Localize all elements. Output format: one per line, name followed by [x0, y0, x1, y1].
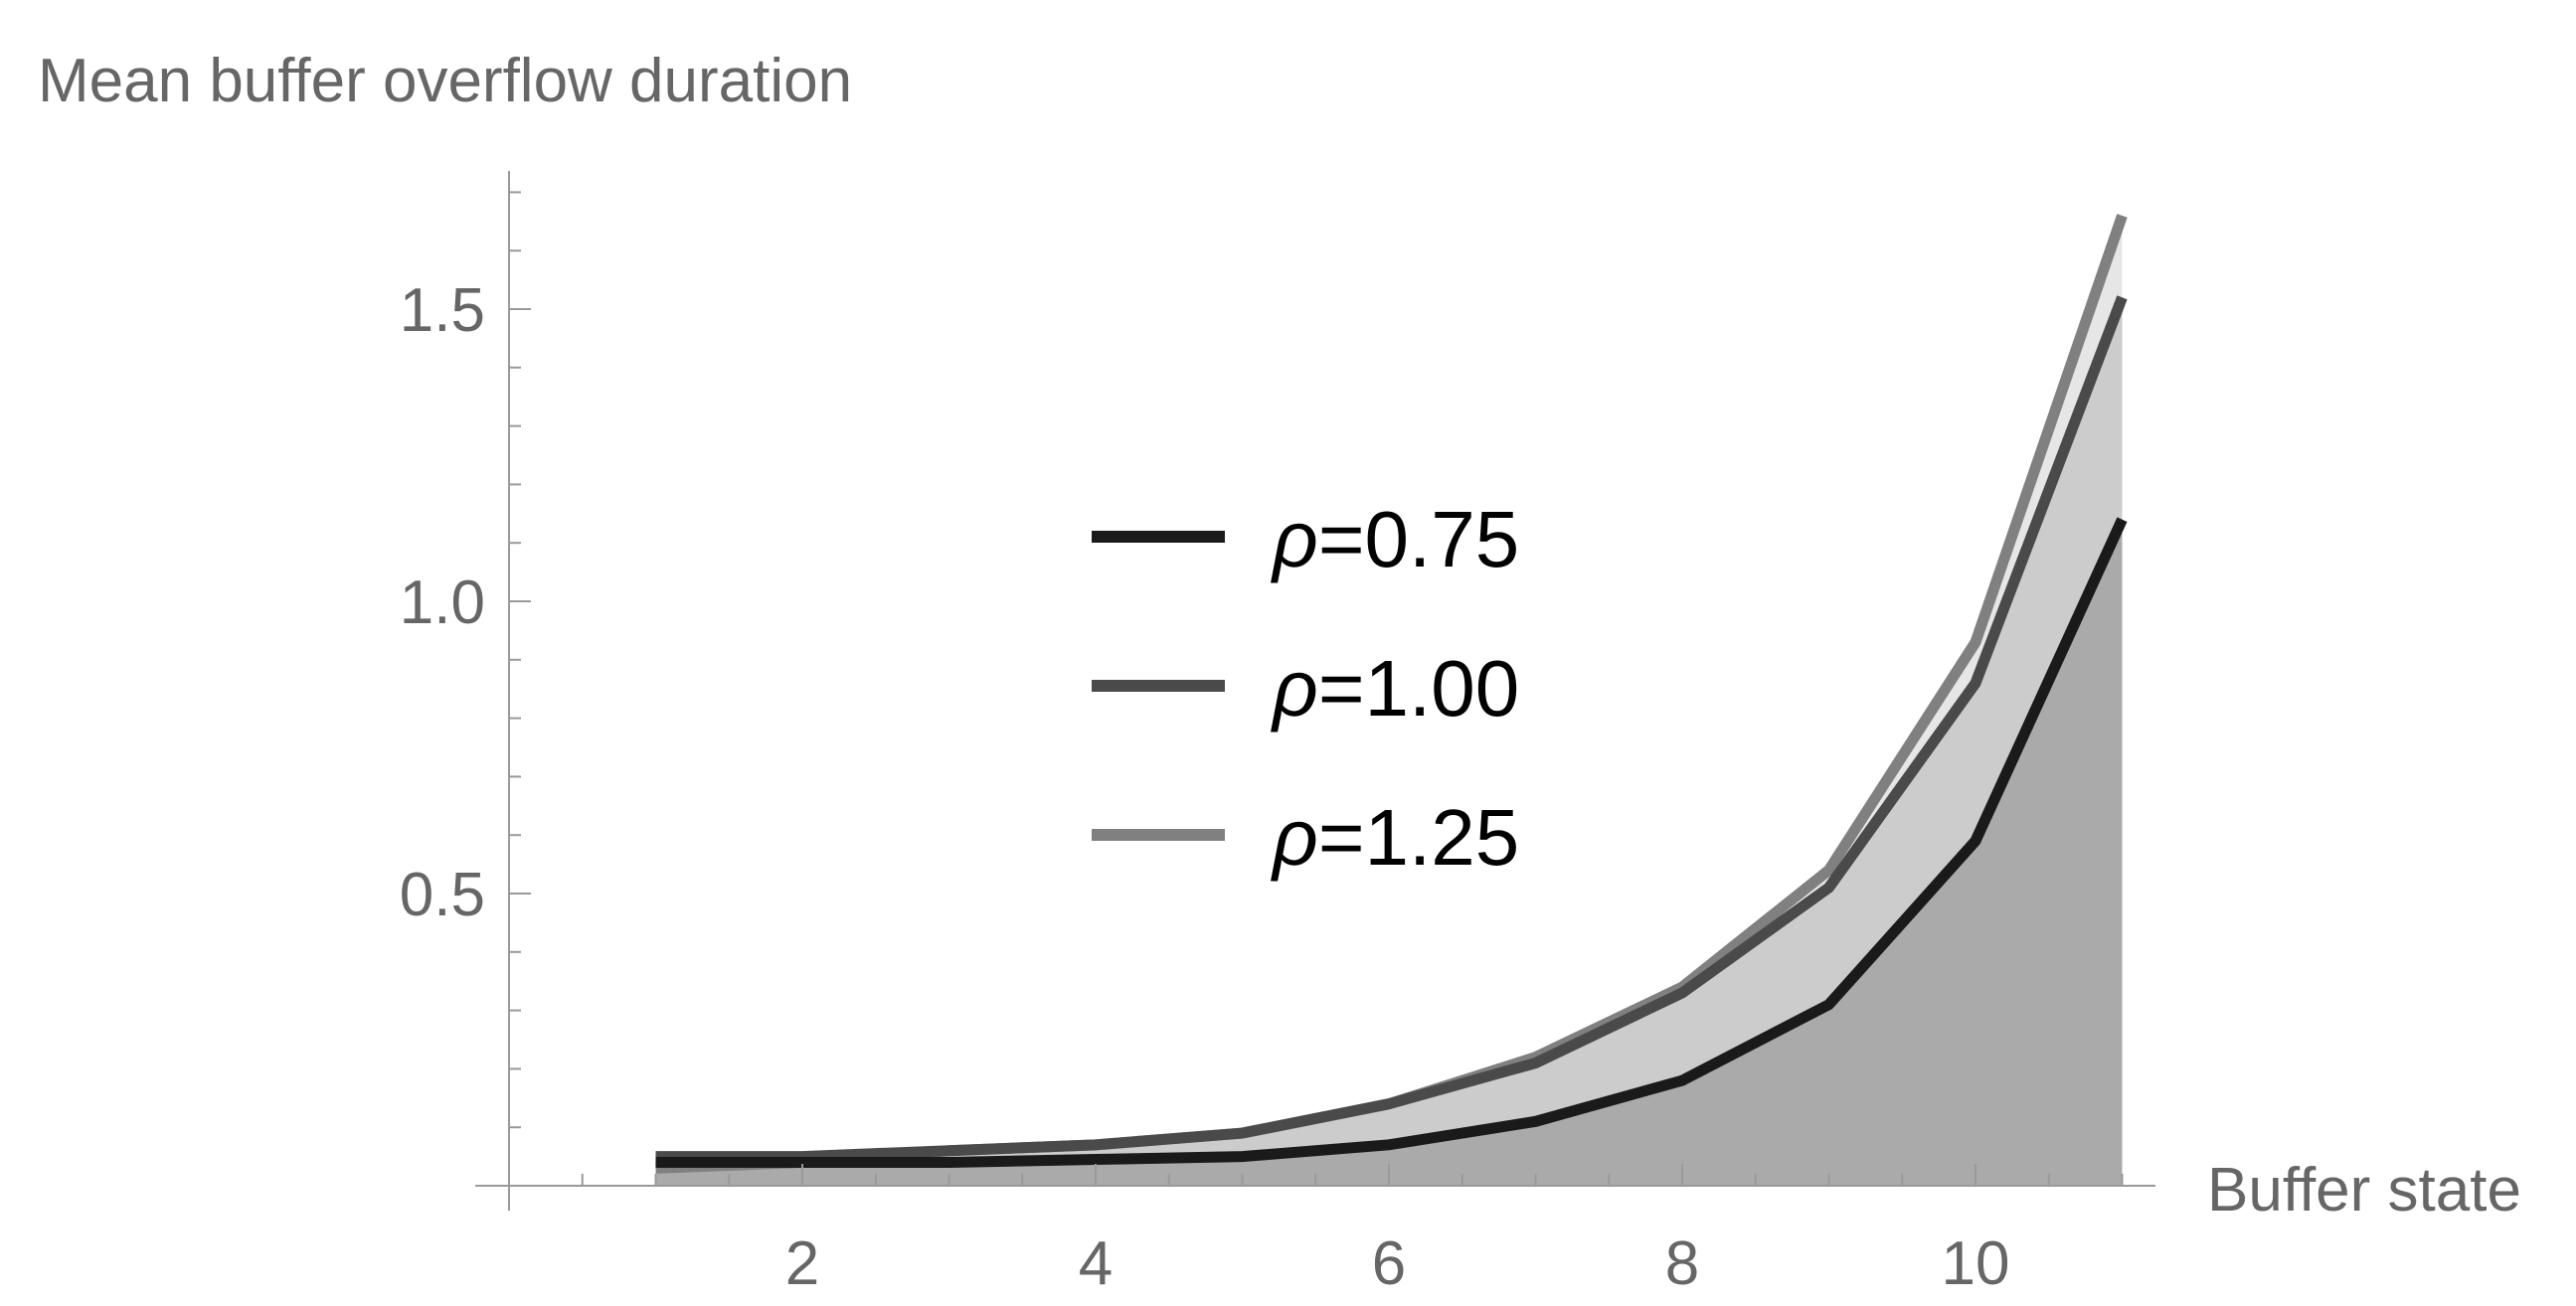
x-tick-label: 2: [785, 1229, 819, 1298]
ticks: 2 4 6 8 10 0.5 1.0 1.5: [400, 191, 2124, 1298]
x-tick-label: 4: [1079, 1229, 1113, 1298]
area-fill-1: [655, 519, 2123, 1186]
area-fill-2: [655, 297, 2123, 1186]
legend-label-1: ρ=0.75: [1271, 495, 1519, 583]
x-tick-label: 8: [1665, 1229, 1699, 1298]
y-tick-label: 0.5: [400, 861, 485, 929]
x-tick-label: 10: [1942, 1229, 2010, 1298]
x-axis-label: Buffer state: [2207, 1156, 2521, 1224]
legend: ρ=0.75ρ=1.00ρ=1.25: [1092, 495, 1519, 882]
y-tick-label: 1.0: [400, 569, 485, 637]
legend-label-3: ρ=1.25: [1271, 793, 1519, 882]
legend-rho-symbol: ρ: [1271, 644, 1318, 733]
legend-value-text: =1.25: [1318, 793, 1519, 882]
series-line-2: [655, 295, 2128, 1163]
series-lines: [655, 214, 2128, 1174]
y-axis-label: Mean buffer overflow duration: [38, 47, 852, 115]
legend-rho-symbol: ρ: [1271, 793, 1318, 882]
y-tick-label: 1.5: [400, 276, 485, 345]
x-tick-label: 6: [1372, 1229, 1406, 1298]
legend-label-2: ρ=1.00: [1271, 644, 1519, 733]
legend-rho-symbol: ρ: [1271, 495, 1318, 583]
legend-value-text: =0.75: [1318, 495, 1519, 583]
series-line-1: [655, 517, 2128, 1168]
legend-value-text: =1.00: [1318, 644, 1519, 733]
